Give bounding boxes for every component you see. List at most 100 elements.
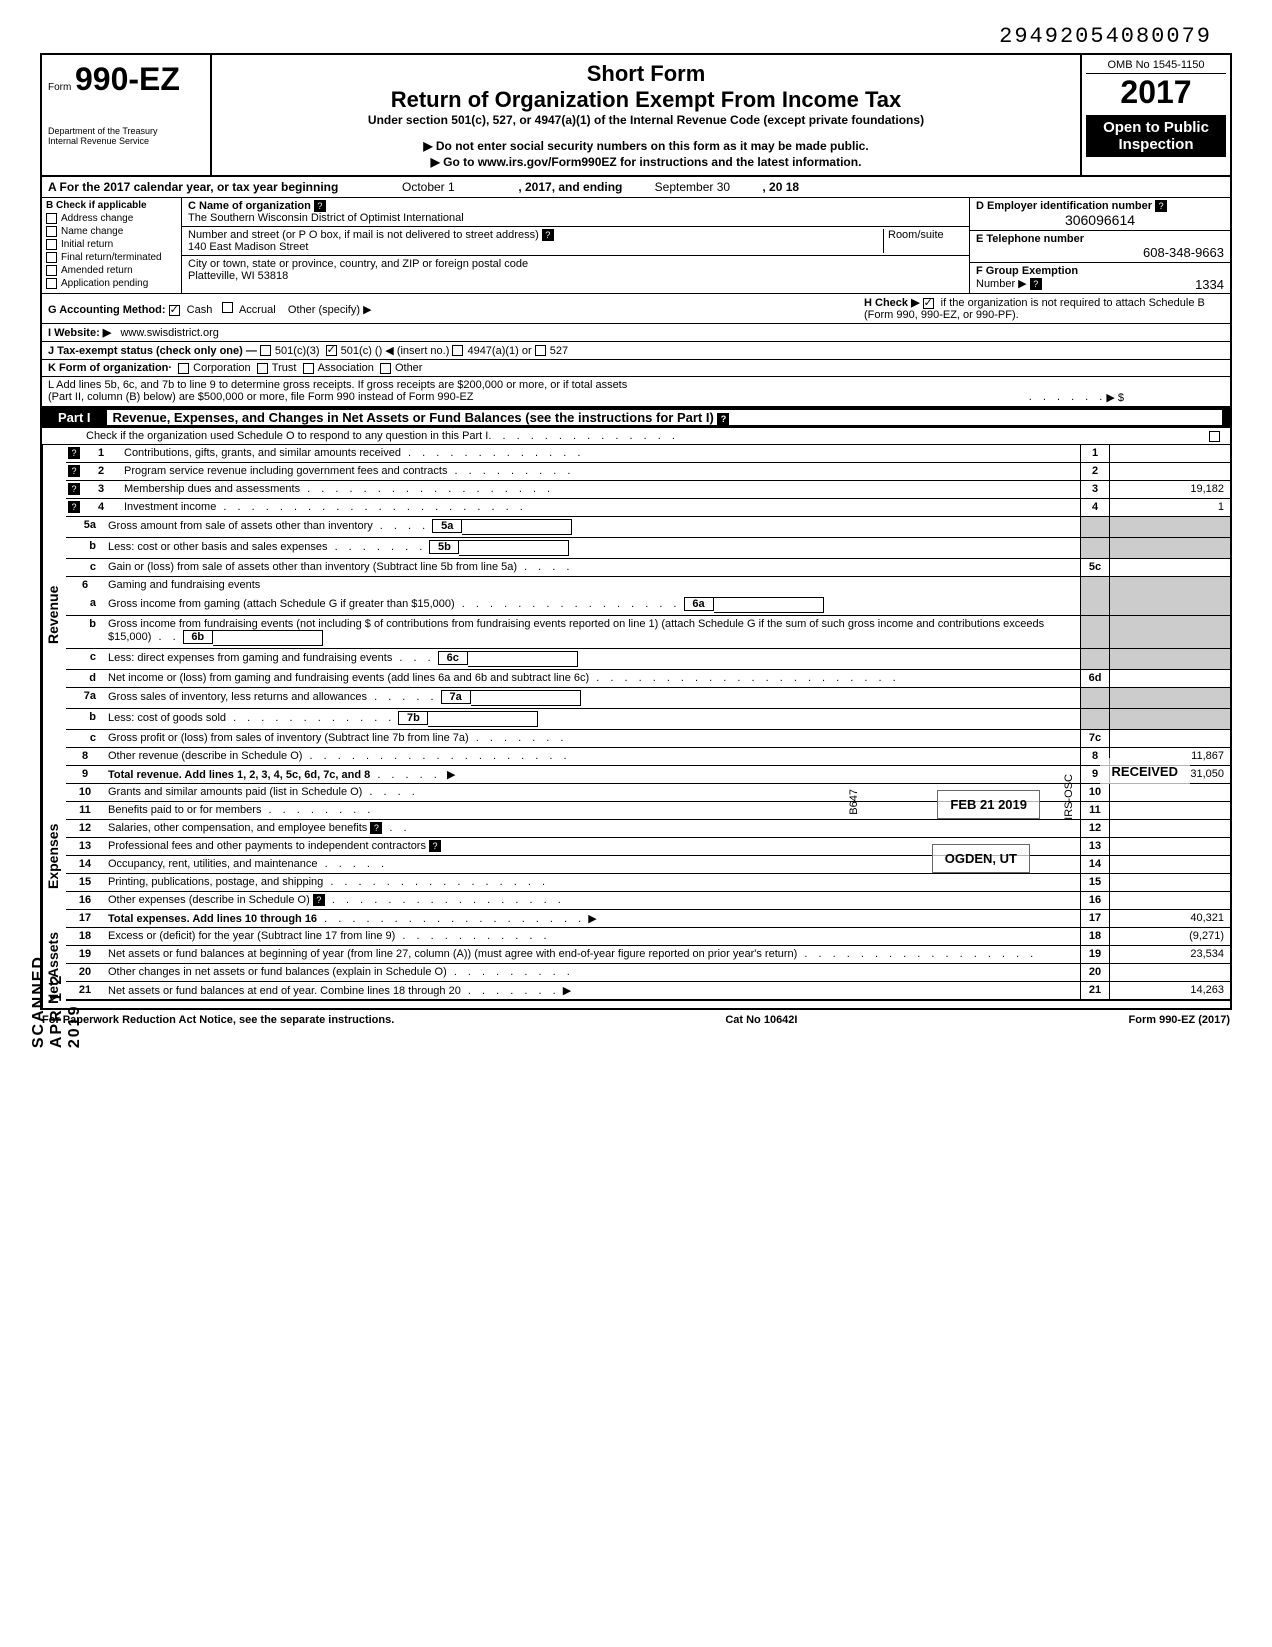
ld: Other changes in net assets or fund bala… xyxy=(108,966,447,978)
ln: b xyxy=(66,538,104,558)
line-6: 6 Gaming and fundraising events xyxy=(66,577,1230,595)
col-c: C Name of organization ? The Southern Wi… xyxy=(182,198,970,293)
cb-cash[interactable] xyxy=(169,305,180,316)
city-row: City or town, state or province, country… xyxy=(182,256,969,284)
title-short: Short Form xyxy=(222,61,1070,87)
footer-mid: Cat No 10642I xyxy=(725,1014,797,1026)
grp-num-label: Number ▶ xyxy=(976,278,1027,290)
ln: 16 xyxy=(66,892,104,909)
form-990ez: SCANNED APR 1 2 2019 Form 990-EZ Departm… xyxy=(40,53,1232,1010)
cb-trust[interactable] xyxy=(257,363,268,374)
ln: c xyxy=(66,649,104,669)
title-goto: ▶ Go to www.irs.gov/Form990EZ for instru… xyxy=(222,155,1070,169)
ln: 10 xyxy=(66,784,104,801)
help-icon[interactable]: ? xyxy=(370,822,382,834)
cb-501c[interactable] xyxy=(326,345,337,356)
cn-shaded xyxy=(1080,595,1110,615)
cb-schedule-b[interactable] xyxy=(923,298,934,309)
cb-initial-return[interactable]: Initial return xyxy=(46,239,177,250)
title-sub: Under section 501(c), 527, or 4947(a)(1)… xyxy=(222,113,1070,127)
cb-address-change[interactable]: Address change xyxy=(46,213,177,224)
tel-row: E Telephone number 608-348-9663 xyxy=(970,231,1230,263)
cv: 14,263 xyxy=(1110,982,1230,999)
ln: 8 xyxy=(66,748,104,765)
i-label: I Website: ▶ xyxy=(48,327,111,339)
cv xyxy=(1110,964,1230,981)
open-line2: Inspection xyxy=(1090,136,1222,153)
col-de: D Employer identification number ? 30609… xyxy=(970,198,1230,293)
cb-name-change[interactable]: Name change xyxy=(46,226,177,237)
cb-pending[interactable]: Application pending xyxy=(46,278,177,289)
form-word: Form xyxy=(48,82,71,93)
ld: Other expenses (describe in Schedule O) xyxy=(108,894,310,906)
help-icon[interactable]: ? xyxy=(717,413,729,425)
help-icon[interactable]: ? xyxy=(313,894,325,906)
room-suite: Room/suite xyxy=(883,229,963,253)
cv xyxy=(1110,670,1230,687)
revenue-side-label: Revenue xyxy=(42,445,66,784)
header-row: Form 990-EZ Department of the Treasury I… xyxy=(42,55,1230,177)
ln: 6 xyxy=(66,577,104,595)
cb-4947[interactable] xyxy=(452,345,463,356)
line-6b: b Gross income from fundraising events (… xyxy=(66,616,1230,649)
cv-shaded xyxy=(1110,688,1230,708)
col-b: B Check if applicable Address change Nam… xyxy=(42,198,182,293)
cn-shaded xyxy=(1080,616,1110,648)
cn: 7c xyxy=(1080,730,1110,747)
help-icon[interactable]: ? xyxy=(1030,278,1042,290)
cv xyxy=(1110,838,1230,855)
other-org-label: Other xyxy=(395,362,423,374)
cb-label: Initial return xyxy=(61,239,113,250)
cb-amended[interactable]: Amended return xyxy=(46,265,177,276)
line-7c: c Gross profit or (loss) from sales of i… xyxy=(66,730,1230,748)
help-icon[interactable]: ? xyxy=(314,200,326,212)
help-icon[interactable]: ? xyxy=(68,483,80,495)
cb-schedule-o[interactable] xyxy=(1209,431,1220,442)
cb-corp[interactable] xyxy=(178,363,189,374)
ld: Grants and similar amounts paid (list in… xyxy=(108,786,362,798)
ld: Total expenses. Add lines 10 through 16 xyxy=(108,913,317,925)
cb-assoc[interactable] xyxy=(303,363,314,374)
cv: 40,321 xyxy=(1110,910,1230,927)
cv xyxy=(1110,784,1230,801)
k-label: K Form of organization· xyxy=(48,362,172,374)
line-6a: a Gross income from gaming (attach Sched… xyxy=(66,595,1230,616)
cb-527[interactable] xyxy=(535,345,546,356)
help-icon[interactable]: ? xyxy=(68,465,80,477)
cn: 13 xyxy=(1080,838,1110,855)
ld: Membership dues and assessments xyxy=(124,483,300,495)
cb-other-org[interactable] xyxy=(380,363,391,374)
help-icon[interactable]: ? xyxy=(542,229,554,241)
line-9: 9 Total revenue. Add lines 1, 2, 3, 4, 5… xyxy=(66,766,1230,784)
grp-label: F Group Exemption xyxy=(976,265,1078,277)
cb-501c3[interactable] xyxy=(260,345,271,356)
help-icon[interactable]: ? xyxy=(1155,200,1167,212)
cn: 17 xyxy=(1080,910,1110,927)
cv xyxy=(1110,820,1230,837)
section-a: A For the 2017 calendar year, or tax yea… xyxy=(42,177,1230,198)
cb-final-return[interactable]: Final return/terminated xyxy=(46,252,177,263)
line-19: 19 Net assets or fund balances at beginn… xyxy=(66,946,1230,964)
line-7a: 7a Gross sales of inventory, less return… xyxy=(66,688,1230,709)
ib: 5b xyxy=(429,540,459,554)
help-icon[interactable]: ? xyxy=(429,840,441,852)
tax-year-end: September 30 xyxy=(622,180,762,194)
line-18: 18 Excess or (deficit) for the year (Sub… xyxy=(66,928,1230,946)
line-6d: d Net income or (loss) from gaming and f… xyxy=(66,670,1230,688)
other-label: Other (specify) ▶ xyxy=(288,304,372,316)
part1-label: Part I xyxy=(50,410,99,425)
help-icon[interactable]: ? xyxy=(68,501,80,513)
help-icon[interactable]: ? xyxy=(68,447,80,459)
org-address: 140 East Madison Street xyxy=(188,241,308,253)
accrual-label: Accrual xyxy=(239,304,276,316)
cb-accrual[interactable] xyxy=(222,302,233,313)
tel-value: 608-348-9663 xyxy=(976,245,1224,260)
b647-stamp: B647 xyxy=(848,789,860,815)
ld: Professional fees and other payments to … xyxy=(108,840,426,852)
line-3: ? 3 Membership dues and assessments . . … xyxy=(66,481,1230,499)
cv: 19,182 xyxy=(1110,481,1230,498)
ln: 5a xyxy=(66,517,104,537)
cv: 1 xyxy=(1110,499,1230,516)
dln-number: 29492054080079 xyxy=(40,20,1232,53)
ld: Gain or (loss) from sale of assets other… xyxy=(108,561,517,573)
